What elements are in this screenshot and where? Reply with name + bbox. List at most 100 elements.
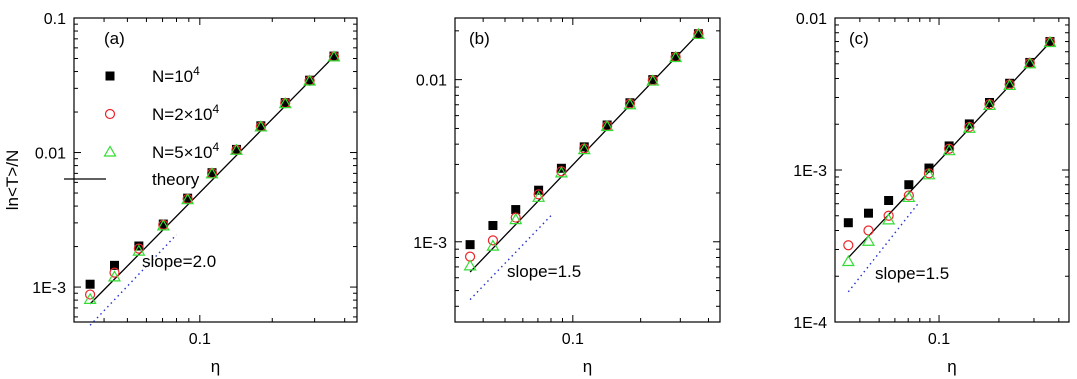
data-point-square	[109, 260, 119, 270]
data-point-triangle	[205, 167, 219, 179]
x-tick-label: 0.1	[189, 331, 211, 348]
data-point-triangle	[554, 166, 568, 178]
data-point-square	[329, 51, 339, 61]
data-point-square	[231, 144, 241, 154]
legend-label: N=2×104	[152, 102, 220, 124]
y-tick-label: 1E-3	[793, 163, 827, 180]
slope-annotation: slope=1.5	[875, 264, 949, 283]
data-point-square	[256, 121, 266, 131]
data-point-triangle	[841, 254, 855, 267]
series-triangle	[463, 27, 705, 271]
data-point-circle	[85, 289, 96, 300]
data-point-triangle	[902, 190, 916, 203]
y-tick-label: 1E-4	[793, 315, 827, 332]
data-point-triangle	[509, 212, 523, 225]
data-point-square	[602, 120, 612, 130]
data-point-square	[183, 193, 193, 203]
plot-frame	[454, 17, 721, 323]
data-point-circle	[863, 225, 874, 236]
y-tick-label: 1E-3	[413, 235, 447, 252]
data-point-circle	[487, 235, 499, 246]
theory-line	[89, 55, 335, 305]
data-point-triangle	[861, 234, 876, 246]
legend-label: N=104	[152, 64, 200, 86]
legend-marker-square	[105, 71, 115, 81]
data-point-circle	[533, 189, 544, 200]
slope-guide-line	[469, 215, 552, 301]
legend-label: N=5×104	[152, 140, 220, 162]
slope-annotation: slope=1.5	[507, 262, 581, 281]
data-point-square	[863, 208, 873, 218]
data-point-square	[693, 29, 703, 39]
data-point-square	[207, 168, 217, 178]
data-point-triangle	[254, 120, 268, 132]
data-point-triangle	[962, 121, 976, 133]
data-point-square	[511, 205, 521, 215]
data-point-square	[465, 240, 475, 250]
data-point-triangle	[942, 143, 956, 156]
x-tick-label: 0.1	[562, 331, 584, 348]
series-triangle	[83, 50, 341, 304]
data-point-triangle	[132, 244, 146, 256]
panel-label: (c)	[849, 29, 869, 48]
legend: N=104 N=2×104 N=5×104 theory	[64, 64, 220, 189]
data-point-triangle	[156, 219, 170, 231]
slope-annotation: slope=2.0	[142, 252, 216, 271]
data-point-triangle	[1043, 35, 1057, 48]
data-point-triangle	[229, 143, 244, 155]
data-point-circle	[133, 243, 144, 254]
data-point-triangle	[532, 190, 546, 202]
data-point-square	[984, 98, 994, 108]
data-point-square	[85, 279, 95, 289]
plot-frame	[73, 17, 358, 323]
series-triangle	[841, 35, 1057, 267]
data-point-square	[625, 98, 635, 108]
data-point-square	[488, 220, 498, 230]
data-point-triangle	[83, 292, 97, 304]
slope-guide-line	[89, 234, 178, 326]
data-point-square	[884, 196, 894, 206]
panel-a: 1E-30.010.10.1η(a)slope=2.0N=104N=2×104N…	[32, 11, 358, 376]
panel-b: 1E-3 0.01 0.1 η (b) slope=1.5	[413, 17, 721, 376]
panel-c: 1E-4 1E-3 0.01 0.1 η (c) slope=1.5	[793, 11, 1070, 376]
y-tick-label: 0.1	[44, 11, 66, 28]
data-point-triangle	[1003, 78, 1017, 91]
series-square	[843, 37, 1055, 228]
data-point-triangle	[669, 50, 683, 63]
data-point-triangle	[1023, 57, 1037, 69]
data-point-triangle	[922, 168, 936, 180]
data-point-triangle	[623, 98, 637, 110]
data-point-square	[1045, 37, 1055, 47]
data-point-square	[305, 75, 315, 85]
data-point-circle	[109, 267, 120, 278]
data-point-square	[843, 218, 853, 228]
data-point-triangle	[982, 98, 997, 111]
data-point-triangle	[327, 50, 341, 62]
data-point-triangle	[646, 74, 660, 86]
legend-marker-triangle	[103, 145, 117, 157]
x-axis-label: η	[583, 357, 592, 376]
data-point-square	[648, 75, 658, 85]
x-axis-label: η	[211, 357, 220, 376]
data-point-triangle	[463, 259, 477, 271]
data-point-triangle	[882, 213, 896, 225]
y-tick-label: 0.01	[416, 73, 447, 90]
slope-guide-line	[847, 201, 921, 293]
panel-label: (a)	[104, 29, 125, 48]
data-point-circle	[883, 210, 894, 221]
data-point-square	[671, 51, 681, 61]
data-point-square	[1005, 78, 1015, 88]
data-point-triangle	[107, 270, 122, 282]
data-point-square	[1025, 57, 1035, 67]
data-point-triangle	[577, 142, 591, 155]
data-point-square	[924, 163, 934, 173]
series-square	[465, 29, 703, 250]
data-point-square	[280, 98, 290, 108]
y-axis-label: ln<T>/N	[3, 150, 22, 210]
y-tick-label: 0.01	[35, 146, 66, 163]
y-tick-label: 0.01	[796, 11, 827, 28]
panel-label: (b)	[469, 29, 490, 48]
x-tick-label: 0.1	[928, 331, 950, 348]
data-point-triangle	[486, 239, 500, 251]
